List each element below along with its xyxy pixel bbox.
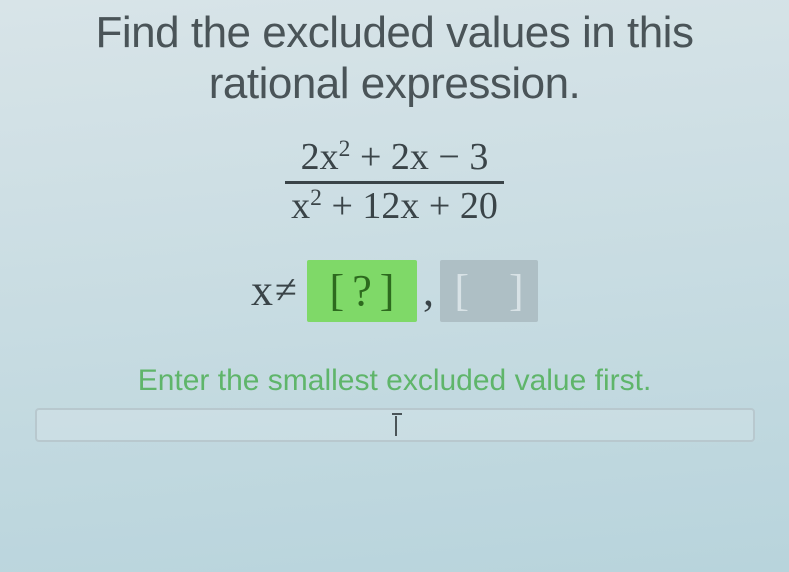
numerator-term-a: 2x — [301, 136, 339, 178]
answer-row: x ≠ [ ? ] , [ ] — [0, 260, 789, 322]
numerator-term-b: + 2x − 3 — [350, 136, 488, 178]
not-equal-symbol: ≠ — [275, 266, 297, 313]
numerator-exponent: 2 — [339, 136, 351, 162]
bracket-left-icon: [ — [330, 265, 345, 316]
x-not-equal: x ≠ — [251, 265, 297, 316]
question-text: Find the excluded values in this rationa… — [0, 0, 789, 109]
bracket-left-icon: [ — [454, 265, 469, 316]
denominator: x2 + 12x + 20 — [285, 186, 504, 228]
answer-separator: , — [423, 265, 434, 316]
answer-box-active[interactable]: [ ? ] — [307, 260, 417, 322]
rational-expression: 2x2 + 2x − 3 x2 + 12x + 20 — [0, 137, 789, 228]
question-line-1: Find the excluded values in this — [96, 8, 694, 57]
numerator: 2x2 + 2x − 3 — [285, 137, 504, 179]
fraction: 2x2 + 2x − 3 x2 + 12x + 20 — [285, 137, 504, 228]
denominator-exponent: 2 — [310, 185, 322, 211]
denominator-term-b: + 12x + 20 — [322, 185, 498, 227]
answer-placeholder: ? — [344, 265, 380, 316]
answer-input[interactable] — [35, 408, 755, 442]
bracket-right-icon: ] — [509, 265, 524, 316]
bracket-right-icon: ] — [380, 265, 395, 316]
variable-x: x — [251, 265, 273, 316]
question-line-2: rational expression. — [209, 59, 581, 108]
denominator-term-a: x — [291, 185, 310, 227]
hint-text: Enter the smallest excluded value first. — [0, 364, 789, 398]
answer-box-inactive[interactable]: [ ] — [440, 260, 538, 322]
text-caret-icon — [395, 416, 397, 436]
fraction-bar — [285, 181, 504, 184]
